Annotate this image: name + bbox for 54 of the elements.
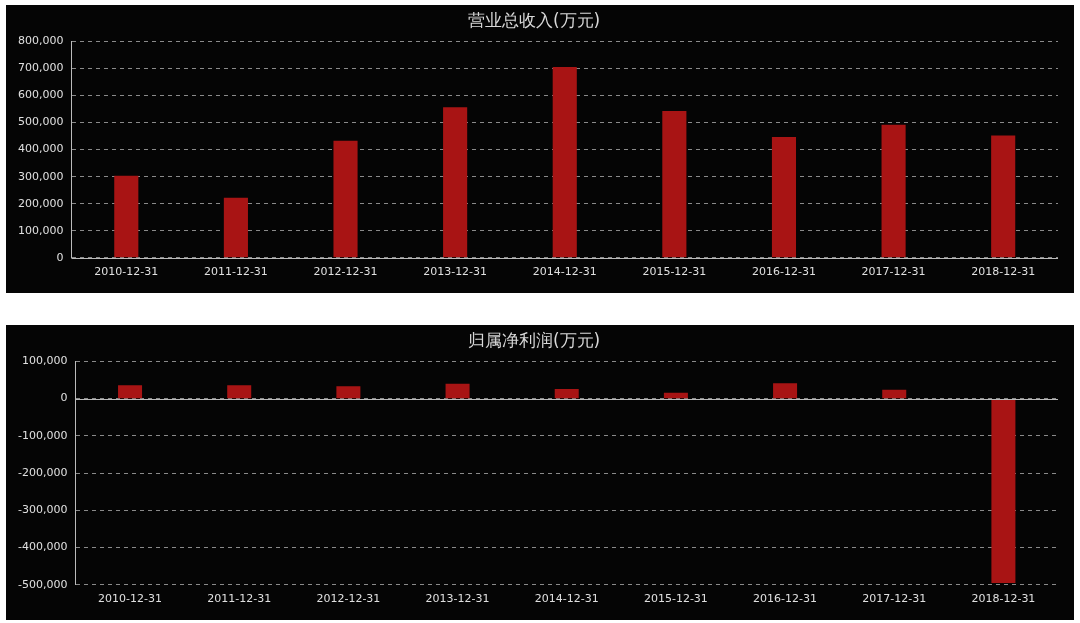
x-tick-label: 2014-12-31 xyxy=(532,265,597,279)
bar xyxy=(991,399,1016,583)
x-tick-label: 2011-12-31 xyxy=(203,265,268,279)
bar xyxy=(445,383,470,399)
bar xyxy=(882,389,907,399)
y-tick-label: -200,000 xyxy=(17,465,68,479)
bar xyxy=(114,175,139,258)
y-tick-label: 200,000 xyxy=(17,196,64,210)
bar xyxy=(336,386,361,399)
bar xyxy=(662,110,687,258)
y-tick-label: 100,000 xyxy=(17,223,64,237)
y-tick-label: 600,000 xyxy=(17,88,64,102)
x-tick-label: 2013-12-31 xyxy=(423,265,488,279)
y-tick-label: 700,000 xyxy=(17,61,64,75)
chart-title: 归属净利润(万元) xyxy=(467,329,601,350)
x-tick-label: 2012-12-31 xyxy=(316,592,381,606)
y-tick-label: -500,000 xyxy=(17,577,68,591)
bar xyxy=(554,388,579,399)
x-tick-label: 2017-12-31 xyxy=(862,592,927,606)
x-tick-label: 2011-12-31 xyxy=(207,592,272,606)
x-tick-label: 2012-12-31 xyxy=(313,265,378,279)
bar xyxy=(991,135,1016,258)
x-tick-label: 2016-12-31 xyxy=(752,265,816,279)
y-tick-label: -400,000 xyxy=(17,540,68,554)
x-tick-label: 2010-12-31 xyxy=(94,265,159,279)
x-tick-label: 2017-12-31 xyxy=(861,265,926,279)
bar xyxy=(333,140,358,258)
y-tick-label: 0 xyxy=(60,391,68,405)
bar xyxy=(881,124,906,258)
bar xyxy=(663,392,688,399)
bar xyxy=(227,385,252,399)
x-tick-label: 2018-12-31 xyxy=(971,265,1036,279)
x-tick-label: 2013-12-31 xyxy=(425,592,490,606)
bar xyxy=(552,67,577,258)
bar xyxy=(443,107,468,258)
y-tick-label: 400,000 xyxy=(17,142,64,156)
y-tick-label: 300,000 xyxy=(17,169,64,183)
bar xyxy=(773,383,798,399)
y-tick-label: 100,000 xyxy=(21,354,68,368)
y-tick-label: -100,000 xyxy=(17,428,68,442)
x-tick-label: 2015-12-31 xyxy=(643,592,708,606)
x-tick-label: 2014-12-31 xyxy=(534,592,599,606)
y-tick-label: -300,000 xyxy=(17,503,68,517)
x-tick-label: 2016-12-31 xyxy=(753,592,818,606)
y-tick-label: 800,000 xyxy=(17,34,64,48)
y-tick-label: 500,000 xyxy=(17,115,64,129)
y-tick-label: 0 xyxy=(56,250,64,264)
x-tick-label: 2015-12-31 xyxy=(642,265,707,279)
bar xyxy=(771,136,797,258)
x-tick-label: 2018-12-31 xyxy=(971,592,1036,606)
bar xyxy=(223,197,248,258)
bar xyxy=(118,385,143,399)
x-tick-label: 2010-12-31 xyxy=(98,592,163,606)
chart-title: 营业总收入(万元) xyxy=(467,9,601,30)
